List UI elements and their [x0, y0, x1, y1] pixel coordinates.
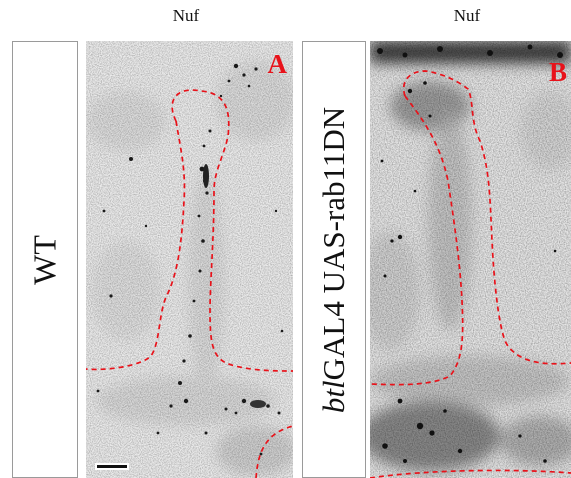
row-label-wt: WT — [26, 234, 63, 285]
column-title-b: Nuf — [453, 6, 481, 25]
panel-letter-a: A — [267, 49, 288, 79]
micrograph-image-b — [370, 41, 571, 478]
scale-bar — [95, 463, 129, 470]
micrograph-panel-a: A — [86, 41, 293, 478]
panel-letter-b: B — [548, 57, 567, 87]
row-label-genotype: btlGAL4 UAS-rab11DN — [316, 106, 352, 412]
micrograph-image-a — [86, 41, 293, 478]
row-label-box-wt: WT — [12, 41, 78, 478]
column-title-a: Nuf — [172, 6, 200, 25]
genotype-italic-part: btl — [316, 379, 351, 413]
micrograph-panel-b: B — [370, 41, 571, 478]
genotype-rest-part: GAL4 UAS-rab11DN — [316, 106, 351, 380]
row-label-box-genotype: btlGAL4 UAS-rab11DN — [302, 41, 366, 478]
